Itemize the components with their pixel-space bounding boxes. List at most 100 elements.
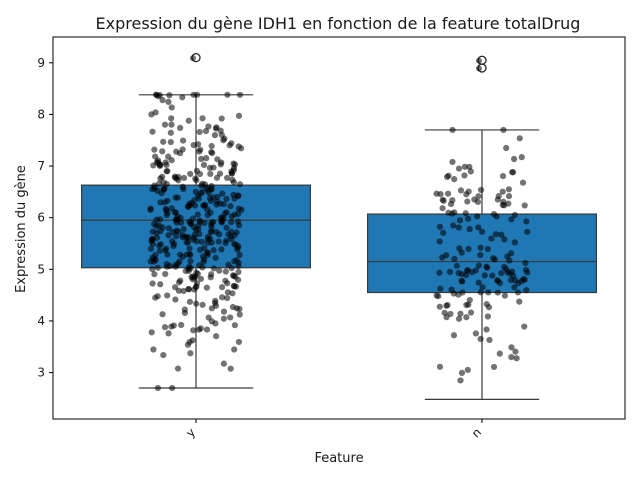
data-point — [523, 287, 530, 294]
data-point — [201, 256, 208, 263]
data-point — [215, 238, 222, 245]
data-point — [207, 235, 214, 242]
data-point — [212, 254, 219, 261]
data-point — [224, 280, 231, 287]
data-point — [230, 179, 238, 186]
x-axis-label: Feature — [314, 451, 363, 466]
data-point — [194, 211, 201, 218]
data-point — [229, 290, 236, 297]
data-point — [149, 128, 156, 135]
data-point — [236, 311, 243, 318]
data-point — [211, 132, 219, 139]
data-point — [456, 217, 464, 224]
data-point — [458, 271, 466, 278]
data-point — [159, 311, 166, 318]
data-point — [505, 200, 512, 207]
x-tick-label: y — [183, 425, 198, 440]
data-point — [235, 268, 242, 276]
data-point — [203, 284, 210, 291]
data-point — [219, 294, 226, 301]
data-point — [461, 172, 468, 179]
data-point — [205, 123, 212, 130]
data-point — [236, 181, 244, 188]
data-point — [198, 155, 205, 162]
data-point — [496, 350, 503, 357]
y-axis-label: Expression du gène — [14, 165, 29, 293]
data-point — [164, 197, 171, 204]
data-point — [513, 355, 520, 362]
data-point — [173, 215, 180, 223]
data-point — [439, 205, 446, 212]
data-point — [516, 298, 523, 305]
data-point — [464, 267, 471, 274]
data-point — [151, 146, 158, 153]
data-point — [227, 365, 234, 372]
data-point — [187, 258, 194, 265]
data-point — [508, 344, 515, 351]
data-point — [475, 224, 482, 231]
data-point — [208, 305, 215, 312]
data-point — [172, 296, 179, 303]
data-point — [164, 251, 171, 258]
data-point — [198, 238, 206, 245]
data-point — [484, 245, 491, 253]
data-point — [455, 315, 463, 322]
data-point — [508, 354, 515, 361]
data-point — [512, 348, 519, 355]
data-point — [218, 246, 225, 253]
data-point — [439, 196, 446, 203]
data-point — [224, 294, 231, 302]
data-point — [192, 226, 200, 233]
data-point — [483, 326, 490, 333]
data-point — [451, 176, 458, 183]
data-point — [150, 346, 157, 353]
data-point — [494, 289, 501, 296]
data-point — [184, 341, 191, 348]
data-point — [199, 301, 206, 308]
data-point — [201, 244, 208, 251]
data-point — [173, 148, 180, 155]
data-point — [477, 251, 484, 259]
data-point — [191, 286, 198, 293]
data-point — [219, 190, 226, 197]
data-point — [160, 351, 167, 359]
data-point — [207, 229, 214, 236]
data-point — [479, 284, 486, 291]
data-point — [507, 250, 515, 257]
data-point — [165, 232, 172, 239]
y-tick-label: 4 — [37, 314, 45, 328]
data-point — [160, 138, 167, 145]
data-point — [503, 266, 510, 273]
data-point — [177, 124, 184, 131]
data-point — [231, 322, 238, 329]
y-tick-label: 7 — [37, 159, 45, 173]
data-point — [518, 154, 525, 161]
data-point — [461, 163, 469, 170]
data-point — [495, 192, 502, 200]
data-point — [478, 228, 486, 235]
data-point — [209, 219, 217, 226]
y-tick-label: 9 — [37, 56, 45, 70]
data-point — [162, 270, 169, 278]
data-point — [185, 117, 192, 124]
data-point — [477, 289, 484, 296]
data-point — [186, 218, 193, 225]
data-point — [185, 234, 192, 241]
data-point — [459, 278, 466, 285]
y-tick-label: 3 — [37, 366, 45, 380]
data-point — [233, 305, 240, 312]
data-point — [190, 327, 197, 334]
data-point — [151, 271, 158, 278]
data-point — [203, 326, 211, 333]
data-point — [447, 310, 454, 318]
data-point — [159, 148, 166, 155]
data-point — [206, 164, 213, 171]
data-point — [210, 247, 217, 254]
data-point — [174, 194, 181, 201]
data-point — [505, 186, 513, 193]
data-point — [204, 206, 211, 213]
data-point — [165, 153, 172, 160]
data-point — [153, 234, 161, 241]
data-point — [185, 286, 193, 293]
data-point — [489, 272, 496, 279]
